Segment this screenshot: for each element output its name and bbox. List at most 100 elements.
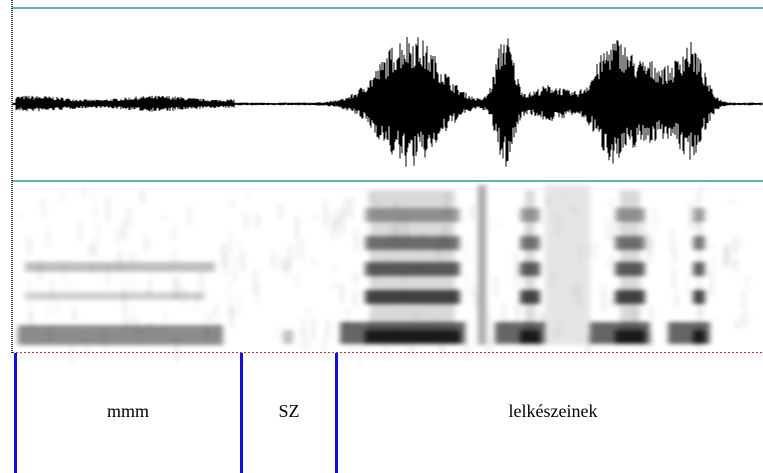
spectral-energy <box>273 250 275 269</box>
spectral-energy <box>736 262 738 272</box>
spectral-energy <box>307 338 309 351</box>
spectral-energy <box>42 198 44 218</box>
spectral-energy <box>281 257 283 269</box>
spectral-energy <box>98 222 100 235</box>
spectral-energy <box>18 325 223 345</box>
spectral-energy <box>747 274 749 291</box>
spectral-energy <box>245 213 247 229</box>
spectral-energy <box>303 239 305 265</box>
spectral-energy <box>610 197 612 207</box>
spectral-energy <box>195 300 197 311</box>
spectral-energy <box>201 271 203 292</box>
spectral-energy <box>62 189 64 204</box>
spectral-energy <box>668 322 710 344</box>
spectral-energy <box>257 284 259 305</box>
spectral-energy <box>327 321 329 339</box>
spectral-energy <box>368 191 370 209</box>
spectral-energy <box>120 277 122 285</box>
spectral-energy <box>315 213 317 222</box>
spectral-energy <box>313 259 315 265</box>
spectral-energy <box>28 278 30 293</box>
spectral-energy <box>612 298 614 309</box>
spectral-energy <box>740 239 742 248</box>
spectral-energy <box>466 338 468 361</box>
spectral-energy <box>356 235 358 254</box>
spectral-energy <box>189 204 191 227</box>
spectral-energy <box>711 272 713 297</box>
spectral-energy <box>283 330 293 344</box>
spectral-energy <box>687 274 689 297</box>
spectral-energy <box>254 270 256 295</box>
spectral-energy <box>713 254 715 272</box>
spectral-energy <box>699 344 701 362</box>
spectral-energy <box>238 294 240 315</box>
spectral-energy <box>312 317 314 339</box>
spectral-energy <box>215 304 217 316</box>
spectral-energy <box>515 253 517 273</box>
spectral-energy <box>354 291 356 306</box>
spectral-energy <box>654 208 656 229</box>
spectral-energy <box>247 191 249 198</box>
spectral-energy <box>701 302 703 318</box>
spectral-energy <box>607 217 609 240</box>
spectral-energy <box>18 212 20 219</box>
spectral-energy <box>743 291 745 309</box>
spectral-energy <box>651 238 653 247</box>
spectral-energy <box>47 227 49 247</box>
spectral-energy <box>289 245 291 269</box>
spectral-energy <box>714 315 716 322</box>
spectral-energy <box>128 208 130 226</box>
spectral-energy <box>734 236 736 255</box>
spectral-energy <box>611 255 613 261</box>
spectral-energy <box>279 204 281 218</box>
spectral-energy <box>92 244 94 256</box>
spectral-energy <box>341 283 343 302</box>
spectral-energy <box>333 266 335 272</box>
spectral-energy <box>25 292 205 300</box>
sound-editor: mmm SZ lelkészeinek <box>0 0 763 473</box>
spectral-energy <box>30 302 32 328</box>
spectral-energy <box>650 306 652 319</box>
spectral-energy <box>698 190 700 330</box>
spectral-energy <box>25 262 215 272</box>
spectral-energy <box>325 206 327 228</box>
spectral-energy <box>518 267 520 286</box>
spectral-energy <box>466 275 468 294</box>
spectral-energy <box>231 199 233 207</box>
spectral-energy <box>517 299 519 313</box>
spectral-energy <box>297 237 299 260</box>
page: mmm SZ lelkészeinek (() => { const data … <box>0 0 763 473</box>
spectral-energy <box>346 197 348 215</box>
interval-label: lelkészeinek <box>509 401 598 421</box>
spectral-energy <box>309 307 311 314</box>
spectral-energy <box>742 314 744 322</box>
spectral-energy <box>674 248 676 262</box>
spectral-energy <box>354 272 356 284</box>
spectral-energy <box>83 186 85 198</box>
spectral-energy <box>603 292 605 311</box>
spectral-energy <box>471 204 473 220</box>
spectral-energy <box>478 185 486 345</box>
spectral-energy <box>142 190 144 204</box>
spectral-energy <box>229 281 231 300</box>
spectral-energy <box>71 344 73 364</box>
spectral-energy <box>359 344 361 365</box>
spectral-energy <box>648 234 650 256</box>
spectral-energy <box>242 253 244 272</box>
spectral-energy <box>495 322 545 344</box>
spectral-energy <box>79 221 81 240</box>
spectral-energy <box>342 210 344 234</box>
spectral-energy <box>296 273 298 286</box>
spectral-energy <box>676 294 678 307</box>
spectral-energy <box>287 259 289 270</box>
spectral-energy <box>726 246 728 266</box>
spectral-energy <box>737 320 739 330</box>
spectral-energy <box>95 237 97 259</box>
spectral-energy <box>123 221 125 240</box>
spectral-energy <box>335 218 337 232</box>
spectral-energy <box>701 186 703 193</box>
spectral-energy <box>733 259 735 271</box>
spectral-energy <box>234 258 236 283</box>
spectral-energy <box>711 243 713 249</box>
spectral-energy <box>225 251 227 274</box>
